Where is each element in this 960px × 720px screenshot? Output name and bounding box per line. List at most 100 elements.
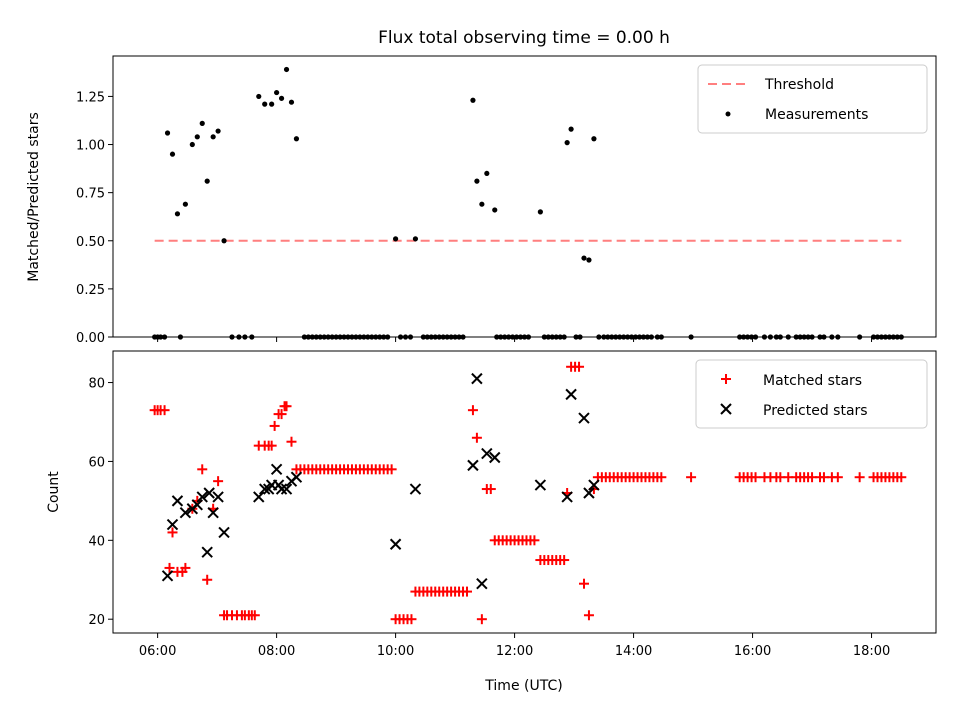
measurement-point — [174, 211, 181, 217]
bottom-x-axis-label: Time (UTC) — [484, 678, 562, 694]
measurement-point — [591, 136, 597, 142]
matched-point — [578, 578, 589, 589]
top-y-tick-label: 0.25 — [76, 283, 105, 298]
measurement-point — [278, 95, 285, 101]
bottom-y-tick-label: 20 — [88, 613, 105, 628]
top-plot-frame — [112, 55, 937, 338]
top-y-tick-label: 0.50 — [76, 235, 105, 250]
predicted-point — [280, 483, 293, 495]
legend-matched-label: Matched stars — [763, 373, 862, 389]
measurement-point — [189, 141, 195, 148]
measurement-point — [256, 93, 262, 100]
matched-point — [461, 586, 472, 597]
predicted-point — [489, 451, 501, 464]
top-panel: Flux total observing time = 0.00 h 0.000… — [26, 28, 937, 346]
measurement-point — [215, 128, 221, 134]
predicted-point — [588, 479, 600, 491]
top-x-ticks — [157, 337, 873, 342]
measurement-point — [269, 101, 275, 107]
predicted-point — [534, 479, 547, 491]
bottom-legend: Matched stars Predicted stars — [695, 359, 928, 429]
bottom-x-tick-label: 16:00 — [734, 644, 771, 659]
predicted-point — [171, 495, 184, 507]
predicted-point — [179, 506, 192, 519]
matched-point — [559, 555, 570, 566]
predicted-point — [212, 491, 224, 503]
predicted-point — [481, 447, 493, 460]
matched-point — [281, 401, 292, 412]
matched-point — [467, 405, 478, 416]
bottom-y-tick-label: 60 — [88, 455, 105, 470]
matched-point — [406, 614, 417, 625]
measurement-point — [293, 136, 300, 142]
measurement-point — [274, 89, 280, 96]
measurement-point — [492, 207, 498, 213]
measurement-point — [288, 99, 295, 105]
measurement-point — [568, 126, 574, 132]
matched-point — [529, 535, 540, 546]
predicted-point — [561, 491, 573, 503]
matched-point — [167, 527, 178, 538]
predicted-point — [253, 491, 265, 503]
matched-point — [159, 405, 170, 416]
measurement-point — [479, 201, 485, 207]
bottom-x-tick-label: 08:00 — [258, 644, 295, 659]
matched-point — [202, 574, 213, 585]
measurement-point — [392, 236, 399, 242]
bottom-y-axis-label: Count — [46, 471, 62, 513]
matched-point — [269, 420, 280, 431]
measurement-point — [484, 170, 490, 177]
predicted-point — [203, 487, 215, 499]
predicted-point — [201, 546, 213, 558]
matched-point — [164, 562, 175, 573]
top-y-tick-label: 1.00 — [76, 139, 105, 154]
matched-point — [476, 614, 487, 625]
bottom-plot-frame — [112, 350, 937, 634]
matched-point — [896, 472, 907, 483]
predicted-point — [467, 459, 479, 472]
measurement-point — [221, 238, 227, 244]
predicted-point — [218, 526, 230, 539]
matched-point — [286, 436, 297, 447]
measurement-point — [164, 130, 171, 136]
predicted-point — [565, 388, 577, 401]
matched-point — [574, 361, 585, 372]
top-y-axis-label: Matched/Predicted stars — [26, 112, 42, 282]
predicted-point — [207, 506, 219, 519]
matched-point — [686, 472, 697, 483]
matched-point — [249, 610, 260, 621]
predicted-point — [166, 518, 179, 531]
bottom-x-tick-label: 14:00 — [615, 644, 652, 659]
legend-measurements-swatch — [725, 111, 731, 117]
matched-point — [197, 464, 208, 475]
predicted-point — [583, 487, 595, 499]
bottom-y-tick-label: 80 — [88, 377, 105, 392]
predicted-point — [161, 570, 174, 582]
legend-plus-mark — [721, 374, 731, 384]
matched-point — [180, 562, 191, 573]
legend-matched-swatch — [721, 374, 731, 384]
legend-predicted-swatch — [720, 403, 732, 415]
predicted-point — [476, 577, 488, 590]
bottom-panel: 20 40 60 80 06:00 08:00 10:00 12:00 14:00 16:00 1… — [46, 350, 937, 694]
predicted-point — [471, 372, 483, 385]
matched-point — [386, 464, 397, 475]
matched-point — [266, 440, 277, 451]
measurement-point — [210, 134, 216, 140]
measurement-point — [182, 201, 188, 207]
measurement-point — [537, 209, 543, 215]
matched-point — [656, 472, 667, 483]
bottom-x-tick-label: 06:00 — [139, 644, 176, 659]
legend-measurements-label: Measurements — [765, 107, 868, 123]
top-chart-title: Flux total observing time = 0.00 h — [378, 28, 670, 48]
predicted-point — [409, 483, 422, 495]
top-legend-box — [697, 64, 928, 134]
measurement-point — [586, 257, 592, 263]
measurement-point — [564, 140, 570, 146]
matched-point — [750, 472, 761, 483]
measurement-point — [169, 151, 176, 157]
matched-point — [471, 432, 482, 443]
predicted-point — [389, 538, 402, 550]
legend-threshold-label: Threshold — [764, 77, 834, 93]
